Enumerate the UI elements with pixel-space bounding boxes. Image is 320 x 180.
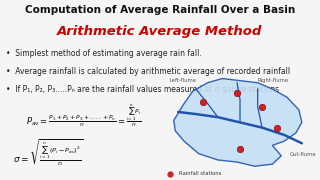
Text: •  Average rainfall is calculated by arithmetic average of recorded rainfall: • Average rainfall is calculated by arit…	[6, 67, 291, 76]
Text: Rainfall stations: Rainfall stations	[179, 171, 221, 176]
Text: $\sigma = \sqrt{\frac{\sum_{i=1}^{n}(P_i - P_{av})^2}{n}}$: $\sigma = \sqrt{\frac{\sum_{i=1}^{n}(P_i…	[13, 137, 84, 167]
Text: $P_{av} = \frac{P_1 + P_2 + P_3 + .... + P_n}{n} = \frac{\sum_{i=1}^{n} P_i}{n}$: $P_{av} = \frac{P_1 + P_2 + P_3 + .... +…	[26, 103, 141, 129]
Text: Out-flume: Out-flume	[290, 152, 317, 157]
Text: Arithmetic Average Method: Arithmetic Average Method	[57, 25, 263, 38]
Text: •  If P₁, P₂, P₃.....Pₙ are the rainfall values measured at n gauge stations: • If P₁, P₂, P₃.....Pₙ are the rainfall …	[6, 85, 280, 94]
Text: Right-flume: Right-flume	[258, 78, 289, 82]
Point	[260, 105, 265, 108]
Point	[201, 100, 206, 103]
Polygon shape	[174, 78, 302, 166]
Text: Left-flume: Left-flume	[169, 78, 196, 82]
Text: •  Simplest method of estimating average rain fall.: • Simplest method of estimating average …	[6, 49, 202, 58]
Point	[237, 147, 243, 150]
Text: Computation of Average Rainfall Over a Basin: Computation of Average Rainfall Over a B…	[25, 5, 295, 15]
Point	[235, 92, 240, 95]
Point	[167, 172, 172, 175]
Point	[274, 126, 279, 129]
